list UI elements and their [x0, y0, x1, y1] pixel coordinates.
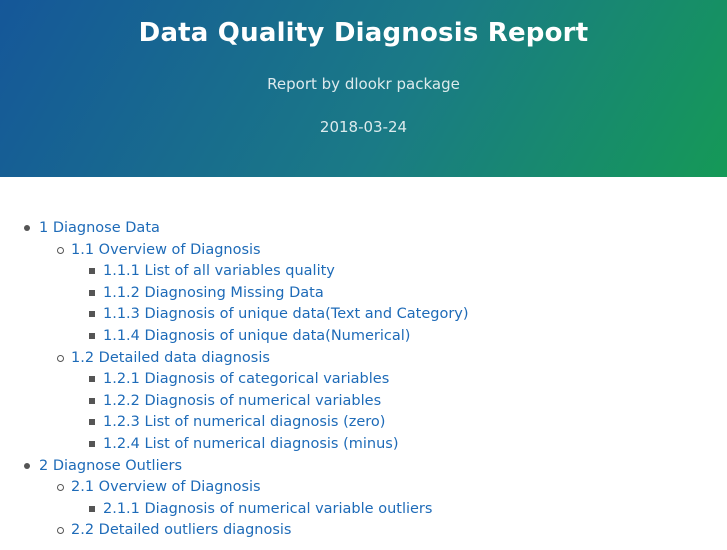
toc-item-level-3: 2.1.1 Diagnosis of numerical variable ou… [0, 499, 727, 519]
report-header: Data Quality Diagnosis Report Report by … [0, 0, 727, 177]
toc-link[interactable]: 1.1.3 Diagnosis of unique data(Text and … [103, 306, 469, 322]
toc-item-level-1: 2 Diagnose Outliers [0, 456, 727, 476]
toc-bullet-circle-icon [57, 355, 64, 362]
toc-link[interactable]: 1.2.3 List of numerical diagnosis (zero) [103, 414, 386, 430]
report-title: Data Quality Diagnosis Report [138, 18, 589, 48]
toc-link[interactable]: 1.1.2 Diagnosing Missing Data [103, 285, 324, 301]
toc-item-level-2: 2.2 Detailed outliers diagnosis [0, 520, 727, 540]
toc-item-level-2: 1.2 Detailed data diagnosis [0, 348, 727, 368]
toc-bullet-square-icon [89, 441, 95, 447]
toc-bullet-square-icon [89, 290, 95, 296]
toc-link[interactable]: 1.1 Overview of Diagnosis [71, 242, 261, 258]
report-date: 2018-03-24 [319, 118, 408, 136]
toc-item-level-3: 1.1.1 List of all variables quality [0, 261, 727, 281]
toc-link[interactable]: 1 Diagnose Data [39, 220, 160, 236]
toc-link[interactable]: 1.2.4 List of numerical diagnosis (minus… [103, 436, 399, 452]
toc-link[interactable]: 2.1.1 Diagnosis of numerical variable ou… [103, 501, 433, 517]
toc-bullet-circle-icon [57, 247, 64, 254]
toc-item-level-3: 1.2.4 List of numerical diagnosis (minus… [0, 434, 727, 454]
toc-item-level-3: 1.1.3 Diagnosis of unique data(Text and … [0, 304, 727, 324]
toc-link[interactable]: 1.2.2 Diagnosis of numerical variables [103, 393, 382, 409]
toc-bullet-square-icon [89, 419, 95, 425]
toc-link[interactable]: 1.2 Detailed data diagnosis [71, 350, 270, 366]
toc-link[interactable]: 2.2 Detailed outliers diagnosis [71, 522, 292, 538]
toc-bullet-circle-icon [57, 484, 64, 491]
toc-item-level-1: 1 Diagnose Data [0, 218, 727, 238]
table-of-contents: 1 Diagnose Data 1.1 Overview of Diagnosis… [0, 177, 727, 550]
toc-item-level-3: 1.1.4 Diagnosis of unique data(Numerical… [0, 326, 727, 346]
toc-bullet-disc-icon [24, 225, 30, 231]
toc-bullet-square-icon [89, 268, 95, 274]
toc-item-level-3: 1.1.2 Diagnosing Missing Data [0, 283, 727, 303]
toc-link[interactable]: 2.1 Overview of Diagnosis [71, 479, 261, 495]
toc-bullet-square-icon [89, 398, 95, 404]
toc-bullet-square-icon [89, 333, 95, 339]
toc-link[interactable]: 1.1.4 Diagnosis of unique data(Numerical… [103, 328, 411, 344]
toc-bullet-square-icon [89, 506, 95, 512]
report-subtitle: Report by dlookr package [267, 75, 460, 93]
toc-bullet-disc-icon [24, 463, 30, 469]
toc-item-level-2: 1.1 Overview of Diagnosis [0, 240, 727, 260]
toc-item-level-2: 2.1 Overview of Diagnosis [0, 477, 727, 497]
toc-bullet-square-icon [89, 311, 95, 317]
toc-item-level-3: 1.2.2 Diagnosis of numerical variables [0, 391, 727, 411]
toc-link[interactable]: 1.1.1 List of all variables quality [103, 263, 335, 279]
toc-link[interactable]: 2 Diagnose Outliers [39, 458, 183, 474]
toc-item-level-3: 1.2.3 List of numerical diagnosis (zero) [0, 412, 727, 432]
toc-bullet-square-icon [89, 376, 95, 382]
toc-bullet-circle-icon [57, 527, 64, 534]
toc-link[interactable]: 1.2.1 Diagnosis of categorical variables [103, 371, 390, 387]
toc-item-level-3: 1.2.1 Diagnosis of categorical variables [0, 369, 727, 389]
